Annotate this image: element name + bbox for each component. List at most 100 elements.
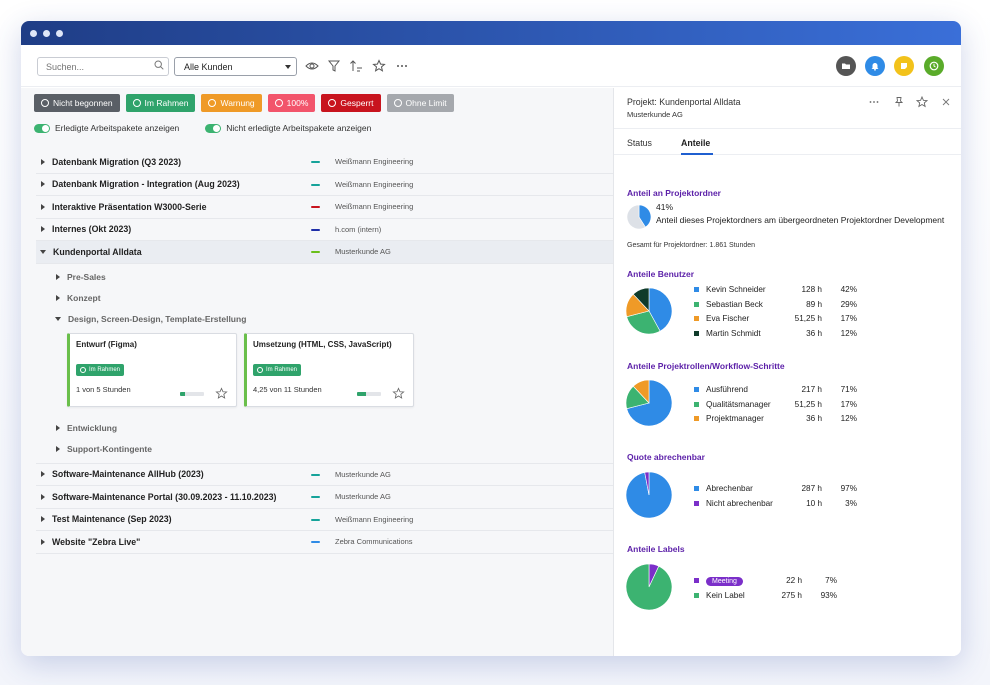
more-icon[interactable]	[868, 96, 880, 108]
folder-button[interactable]	[836, 56, 856, 76]
filter-chip[interactable]: Warnung	[201, 94, 262, 112]
work-package-card[interactable]: Umsetzung (HTML, CSS, JavaScript) Im Rahm…	[244, 332, 414, 407]
window-dot-maximize[interactable]	[56, 29, 63, 37]
notes-button[interactable]	[894, 56, 914, 76]
project-row[interactable]: Test Maintenance (Sep 2023) Weißmann Engi…	[36, 509, 613, 531]
project-row[interactable]: Datenbank Migration (Q3 2023) Weißmann En…	[36, 151, 613, 174]
window-dot-minimize[interactable]	[43, 29, 50, 37]
labels-section-title: Anteile Labels	[627, 544, 685, 554]
status-ring-icon	[80, 366, 86, 373]
filter-chip[interactable]: Gesperrt	[321, 94, 381, 112]
toggle-done-label: Erledigte Arbeitspakete anzeigen	[55, 123, 180, 133]
toggle-done[interactable]: Erledigte Arbeitspakete anzeigen	[34, 123, 179, 133]
legend-name: Projektmanager	[706, 414, 784, 423]
project-name: Test Maintenance (Sep 2023)	[52, 514, 172, 525]
subfolder-name: Support-Kontingente	[67, 444, 152, 454]
legend-row: Projektmanager 36 h 12%	[694, 412, 934, 427]
legend-swatch	[694, 592, 699, 598]
subfolder-row[interactable]: Entwicklung	[36, 418, 613, 439]
legend-percent: 42%	[840, 284, 857, 294]
search-icon[interactable]	[154, 60, 164, 70]
chevron-right-icon[interactable]	[41, 538, 45, 545]
legend-percent: 3%	[845, 498, 857, 508]
subfolder-row[interactable]: Design, Screen-Design, Template-Erstellu…	[36, 309, 613, 330]
project-row[interactable]: Software-Maintenance Portal (30.09.2023 …	[36, 486, 613, 509]
toggle-not-done[interactable]: Nicht erledigte Arbeitspakete anzeigen	[205, 123, 371, 133]
roles-legend: Ausführend 217 h 71% Qualitätsmanager 51,25 …	[694, 382, 934, 426]
project-name: Software-Maintenance AllHub (2023)	[52, 469, 204, 480]
pie-slice	[632, 288, 650, 312]
more-icon[interactable]	[395, 59, 409, 73]
legend-swatch	[694, 485, 699, 491]
legend-swatch	[694, 331, 699, 337]
customer-select[interactable]: Alle Kunden	[174, 57, 297, 76]
star-icon[interactable]	[916, 96, 928, 108]
eye-icon[interactable]	[305, 59, 319, 73]
project-row[interactable]: Interaktive Präsentation W3000-Serie Weiß…	[36, 196, 613, 219]
work-package-card[interactable]: Entwurf (Figma) Im Rahmen 1 von 5 Stunden	[67, 332, 237, 407]
status-badge: Im Rahmen	[76, 363, 125, 376]
sort-icon[interactable]	[349, 59, 363, 73]
star-icon[interactable]	[392, 386, 405, 400]
subfolder-name: Design, Screen-Design, Template-Erstellu…	[68, 314, 247, 324]
pie-slice	[626, 310, 661, 334]
filter-chip[interactable]: Im Rahmen	[125, 94, 196, 112]
legend-hours: 36 h	[806, 329, 822, 339]
window-dot-close[interactable]	[30, 29, 37, 37]
toggle-not-done-label: Nicht erledigte Arbeitspakete anzeigen	[226, 123, 372, 133]
time-tracking-button[interactable]	[924, 56, 944, 76]
filter-chip[interactable]: Ohne Limit	[386, 94, 454, 112]
chevron-right-icon[interactable]	[41, 471, 45, 478]
legend-hours: 89 h	[806, 299, 822, 309]
legend-name: Meeting	[706, 576, 764, 586]
project-name: Kundenportal Alldata	[53, 246, 142, 257]
filter-chip[interactable]: 100%	[267, 94, 316, 112]
chevron-right-icon[interactable]	[41, 516, 45, 523]
chevron-right-icon[interactable]	[41, 181, 45, 188]
pie-slice	[627, 205, 646, 229]
project-row[interactable]: Datenbank Migration - Integration (Aug 2…	[36, 174, 613, 196]
chevron-right-icon[interactable]	[41, 493, 45, 500]
project-color-marker	[311, 228, 320, 231]
subfolder-row[interactable]: Pre-Sales	[36, 267, 613, 288]
users-legend: Kevin Schneider 128 h 42% Sebastian Beck 89 …	[694, 282, 934, 341]
legend-name-text: Sebastian Beck	[706, 299, 763, 309]
search-input[interactable]	[37, 57, 169, 76]
project-row[interactable]: Website "Zebra Live" Zebra Communications	[36, 531, 613, 554]
chevron-right-icon[interactable]	[41, 158, 45, 165]
project-row[interactable]: Software-Maintenance AllHub (2023) Muster…	[36, 464, 613, 486]
toggle-switch-not-done[interactable]	[205, 123, 222, 133]
toggle-switch-done[interactable]	[34, 123, 50, 133]
legend-swatch	[694, 577, 699, 583]
chevron-down-icon[interactable]	[55, 317, 61, 321]
legend-name: Ausführend	[706, 385, 784, 394]
filter-chip[interactable]: Nicht begonnen	[34, 94, 120, 112]
status-badge: Im Rahmen	[253, 363, 302, 376]
tab-status[interactable]: Status	[627, 138, 652, 148]
close-icon[interactable]	[940, 96, 952, 108]
project-row[interactable]: Internes (Okt 2023) h.com (intern)	[36, 219, 613, 241]
status-badge-label: Im Rahmen	[266, 366, 298, 373]
subfolder-row[interactable]: Konzept	[36, 288, 613, 309]
status-ring-icon	[208, 99, 217, 107]
filter-icon[interactable]	[327, 59, 341, 73]
chevron-right-icon[interactable]	[41, 203, 45, 210]
project-row[interactable]: Kundenportal Alldata Musterkunde AG	[36, 241, 613, 264]
star-icon[interactable]	[215, 386, 228, 400]
notifications-button[interactable]	[865, 56, 885, 76]
project-client: h.com (intern)	[335, 224, 382, 234]
status-ring-icon	[41, 99, 49, 107]
chevron-down-icon[interactable]	[40, 249, 46, 254]
subfolder-name: Konzept	[67, 293, 101, 303]
chevron-right-icon[interactable]	[56, 446, 60, 452]
chevron-right-icon[interactable]	[56, 425, 60, 431]
chevron-right-icon[interactable]	[56, 274, 60, 280]
chevron-right-icon[interactable]	[56, 295, 60, 301]
share-pie	[627, 205, 651, 229]
pin-icon[interactable]	[893, 96, 905, 108]
subfolder-row[interactable]: Support-Kontingente	[36, 439, 613, 460]
tab-anteile[interactable]: Anteile	[681, 138, 711, 148]
star-icon[interactable]	[372, 59, 386, 73]
legend-swatch	[694, 286, 699, 292]
chevron-right-icon[interactable]	[41, 226, 45, 233]
